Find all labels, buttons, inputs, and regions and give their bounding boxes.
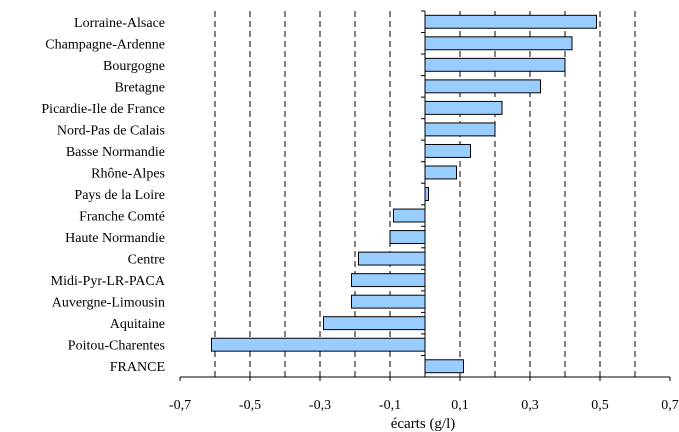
category-label: Bourgogne [103, 59, 165, 74]
bar [424, 57, 566, 72]
category-label: Basse Normandie [66, 145, 165, 160]
category-label: Auvergne-Limousin [52, 296, 165, 311]
bar [424, 122, 496, 137]
bar [351, 273, 426, 288]
bar [424, 187, 429, 201]
category-label: Bretagne [114, 80, 165, 95]
bar [424, 143, 471, 158]
category-label: Aquitaine [110, 317, 165, 332]
bar [424, 165, 457, 180]
category-label: Haute Normandie [65, 231, 165, 246]
category-label: Midi-Pyr-LR-PACA [51, 274, 166, 289]
x-tick-label: -0,5 [239, 398, 261, 413]
bar [358, 251, 426, 266]
bar [424, 36, 573, 51]
category-label: Picardie-Ile de France [41, 102, 165, 117]
bar [424, 79, 541, 94]
category-label: Pays de la Loire [74, 188, 165, 203]
bar [424, 14, 597, 29]
category-label: Poitou-Charentes [68, 339, 165, 354]
bar [351, 294, 426, 309]
bar [389, 230, 426, 245]
x-tick-label: 0,1 [451, 398, 469, 413]
x-axis-title: écarts (g/l) [391, 416, 456, 432]
bar [211, 337, 426, 352]
x-tick-label: 0,7 [661, 398, 679, 413]
category-label: Lorraine-Alsace [74, 16, 165, 31]
category-label: FRANCE [110, 360, 165, 375]
x-tick-label: 0,5 [591, 398, 609, 413]
bar [393, 208, 426, 223]
x-tick-label: 0,3 [521, 398, 539, 413]
bar [424, 359, 464, 374]
category-label: Nord-Pas de Calais [57, 123, 165, 138]
x-tick-label: -0,3 [309, 398, 331, 413]
bar [323, 316, 426, 331]
category-label: Centre [128, 253, 165, 268]
category-label: Champagne-Ardenne [45, 37, 165, 52]
x-tick-label: -0,1 [379, 398, 401, 413]
category-label: Rhône-Alpes [91, 166, 165, 181]
category-label: Franche Comté [79, 210, 165, 225]
x-tick-label: -0,7 [169, 398, 191, 413]
bar [424, 100, 503, 115]
